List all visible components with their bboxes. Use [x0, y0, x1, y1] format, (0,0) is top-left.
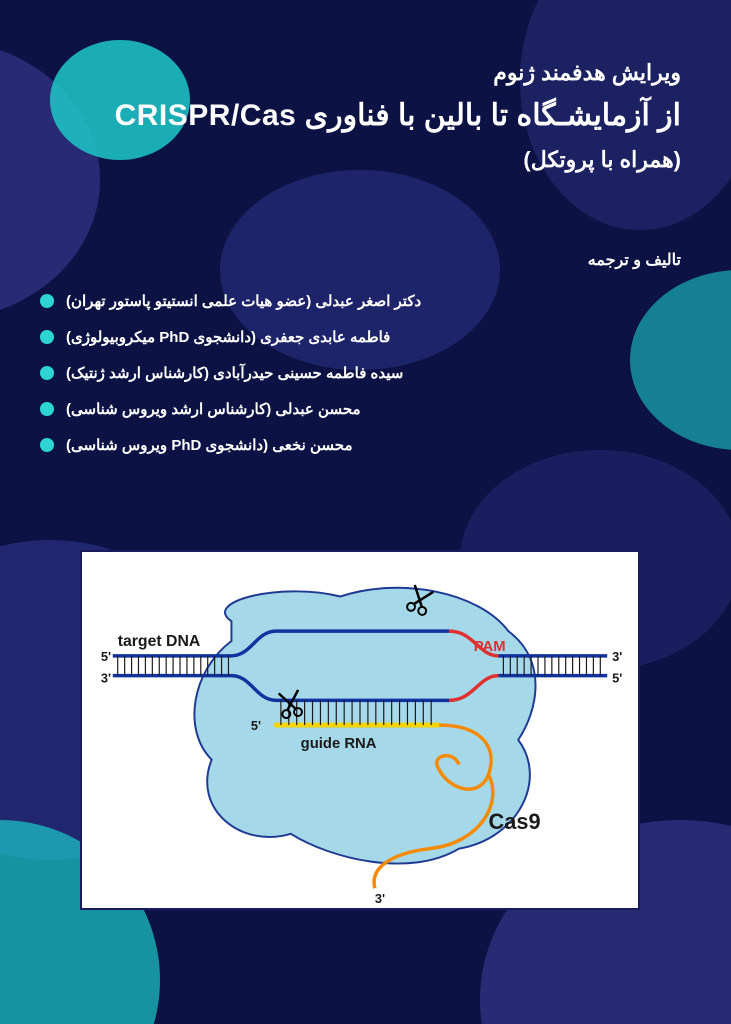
crispr-diagram: target DNA 5' 3' 3' 5' 5' guide RNA PAM …: [80, 550, 640, 910]
crispr-svg: target DNA 5' 3' 3' 5' 5' guide RNA PAM …: [82, 552, 638, 908]
label-3prime: 3': [375, 891, 385, 906]
author-name: محسن نخعی (دانشجوی PhD ویروس شناسی): [66, 436, 353, 454]
authors-block: تالیف و ترجمه دکتر اصغر عبدلی (عضو هیات …: [40, 250, 681, 472]
author-row: محسن عبدلی (کارشناس ارشد ویروس شناسی): [40, 400, 681, 418]
label-guide-rna: guide RNA: [301, 736, 377, 752]
author-row: فاطمه عابدی جعفری (دانشجوی PhD میکروبیول…: [40, 328, 681, 346]
label-3prime: 3': [612, 649, 622, 664]
label-5prime: 5': [251, 718, 261, 733]
author-row: سیده فاطمه حسینی حیدرآبادی (کارشناس ارشد…: [40, 364, 681, 382]
author-name: فاطمه عابدی جعفری (دانشجوی PhD میکروبیول…: [66, 328, 390, 346]
main-title: از آزمایشـگاه تا بالین با فناوری CRISPR/…: [40, 98, 681, 133]
bullet-icon: [40, 402, 54, 416]
header-block: ویرایش هدفمند ژنوم از آزمایشـگاه تا بالی…: [40, 60, 681, 173]
bullet-icon: [40, 294, 54, 308]
bullet-icon: [40, 438, 54, 452]
author-row: محسن نخعی (دانشجوی PhD ویروس شناسی): [40, 436, 681, 454]
label-target-dna: target DNA: [118, 633, 201, 650]
label-5prime: 5': [612, 671, 622, 686]
author-name: سیده فاطمه حسینی حیدرآبادی (کارشناس ارشد…: [66, 364, 403, 382]
label-5prime: 5': [101, 649, 111, 664]
author-name: دکتر اصغر عبدلی (عضو هیات علمی انستیتو پ…: [66, 292, 421, 310]
book-cover: ویرایش هدفمند ژنوم از آزمایشـگاه تا بالی…: [0, 0, 731, 1024]
authors-heading: تالیف و ترجمه: [40, 250, 681, 270]
label-pam: PAM: [474, 639, 506, 655]
subtitle-bottom: (همراه با پروتکل): [40, 147, 681, 173]
author-row: دکتر اصغر عبدلی (عضو هیات علمی انستیتو پ…: [40, 292, 681, 310]
subtitle-top: ویرایش هدفمند ژنوم: [40, 60, 681, 86]
bullet-icon: [40, 330, 54, 344]
label-3prime: 3': [101, 671, 111, 686]
label-cas9: Cas9: [489, 809, 541, 834]
author-name: محسن عبدلی (کارشناس ارشد ویروس شناسی): [66, 400, 361, 418]
bullet-icon: [40, 366, 54, 380]
